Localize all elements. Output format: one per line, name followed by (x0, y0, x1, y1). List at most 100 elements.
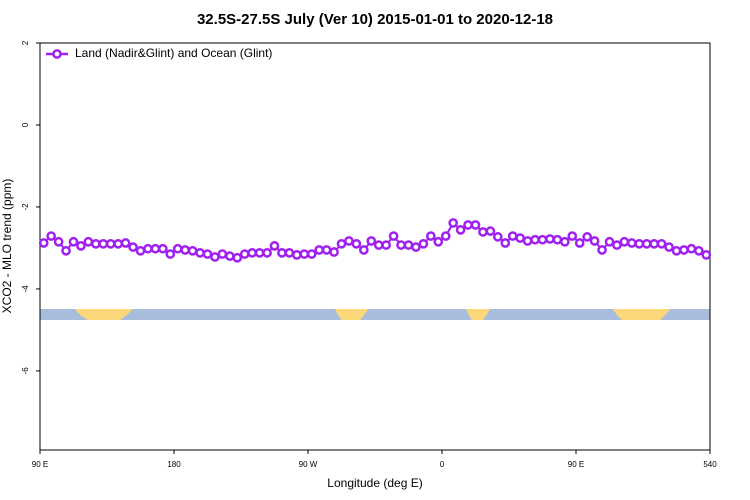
data-point (344, 236, 354, 246)
data-point (98, 238, 109, 249)
data-point (492, 232, 503, 242)
land-ocean-band (40, 309, 710, 320)
y-tick-label: 2 (21, 40, 30, 45)
data-point (76, 241, 86, 251)
data-point (649, 238, 660, 249)
data-point (180, 245, 191, 255)
y-tick-label: -2 (21, 203, 30, 211)
x-tick-label: 90 E (568, 460, 584, 469)
data-point (128, 242, 138, 252)
x-axis-label: Longitude (deg E) (327, 476, 422, 490)
data-point (90, 238, 101, 249)
ocean-band (40, 309, 710, 320)
y-tick-label: 0 (21, 122, 30, 127)
plot-frame (39, 42, 711, 451)
x-tick-label: 540 (703, 460, 717, 469)
data-point (150, 243, 161, 254)
data-point (440, 231, 451, 241)
data-point (381, 240, 392, 250)
data-point (589, 236, 600, 246)
data-point (515, 233, 526, 243)
data-point (83, 236, 94, 247)
land-shape (466, 309, 490, 320)
data-point (358, 245, 369, 255)
data-point (113, 238, 124, 249)
data-point (135, 245, 146, 256)
data-point (559, 236, 570, 247)
chart-title: 32.5S-27.5S July (Ver 10) 2015-01-01 to … (197, 11, 553, 28)
data-point (120, 238, 131, 248)
data-point (291, 250, 302, 260)
data-point (582, 232, 593, 242)
y-axis-label: XCO2 - MLO trend (ppm) (0, 179, 14, 314)
data-point (68, 236, 79, 247)
data-point (470, 220, 481, 230)
data-point (38, 238, 49, 248)
legend-marker (52, 49, 62, 59)
data-point (105, 238, 116, 249)
data-point (232, 252, 243, 263)
data-point (239, 249, 250, 259)
y-tick-label: -4 (21, 285, 30, 293)
data-point (277, 248, 287, 258)
data-point (604, 236, 615, 247)
data-point (545, 234, 555, 244)
x-tick-label: 0 (440, 460, 445, 469)
data-point (634, 238, 645, 249)
data-point (306, 249, 317, 259)
data-point (530, 234, 540, 245)
data-point (626, 238, 637, 248)
data-point (425, 231, 436, 241)
data-point (195, 248, 205, 258)
data-point (165, 249, 176, 259)
data-point (522, 236, 533, 246)
data-point (619, 236, 630, 247)
data-point (262, 248, 272, 258)
data-point (612, 240, 622, 250)
data-point (448, 218, 459, 228)
data-point (567, 231, 578, 241)
data-point (321, 245, 332, 255)
data-point (500, 238, 511, 248)
data-point (411, 242, 421, 252)
data-point (217, 249, 228, 259)
data-point (143, 243, 153, 254)
data-point (61, 245, 71, 256)
data-point (187, 245, 198, 256)
data-point (254, 248, 265, 258)
data-point (388, 231, 399, 241)
data-point (224, 251, 235, 261)
data-point (247, 248, 258, 258)
data-point (172, 243, 183, 254)
y-tick-label: -6 (21, 367, 30, 375)
x-tick-label: 90 W (299, 460, 318, 469)
data-point (373, 240, 384, 250)
data-point (478, 227, 488, 237)
data-point (433, 236, 444, 247)
data-point (664, 242, 674, 252)
data-point (53, 236, 64, 247)
data-point (485, 226, 496, 236)
data-point (366, 236, 377, 246)
x-tick-label: 180 (167, 460, 181, 469)
data-point (507, 231, 518, 241)
data-point (396, 240, 406, 250)
data-point (701, 250, 712, 260)
data-point (299, 249, 310, 259)
data-point (671, 245, 682, 256)
data-point (679, 245, 689, 255)
data-point (210, 252, 220, 262)
data-point (329, 247, 339, 257)
data-point (403, 240, 414, 250)
x-tick-label: 90 E (32, 460, 48, 469)
land-shape (613, 309, 670, 320)
data-point (314, 245, 325, 255)
data-point (597, 245, 607, 255)
data-point (455, 225, 466, 235)
data-point (693, 245, 704, 256)
data-point (46, 231, 57, 241)
data-point (574, 238, 585, 248)
land-shape (335, 309, 368, 320)
data-point (656, 238, 667, 249)
